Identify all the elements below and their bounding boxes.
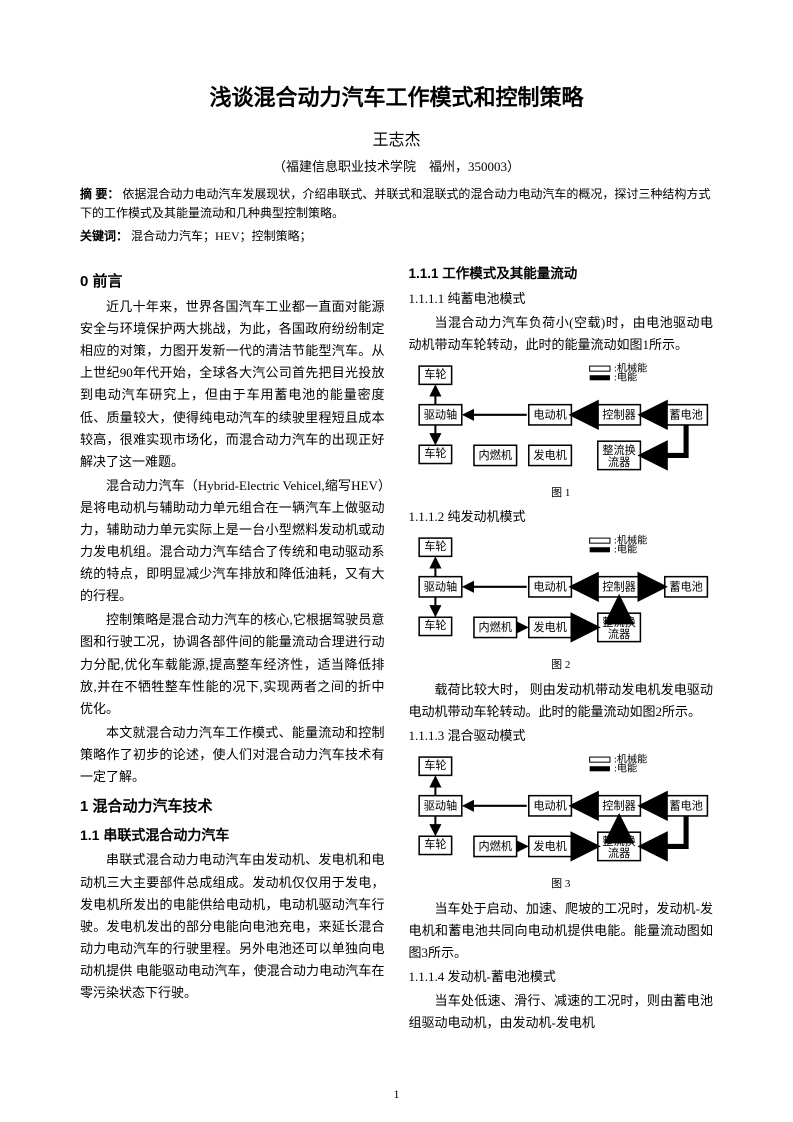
mode-4-label: 1.1.1.4 发动机-蓄电池模式 xyxy=(409,966,714,988)
paragraph: 当车处低速、滑行、减速的工况时，则由蓄电池组驱动电动机，由发动机-发电机 xyxy=(409,990,714,1034)
svg-text:控制器: 控制器 xyxy=(602,580,635,594)
section-1-1-num: 1.1 xyxy=(80,827,99,843)
section-1-1-1-title: 工作模式及其能量流动 xyxy=(442,266,577,281)
svg-text:驱动轴: 驱动轴 xyxy=(423,580,456,594)
figure-3-caption: 图 3 xyxy=(409,875,714,894)
svg-text:发电机: 发电机 xyxy=(533,448,566,462)
keywords-label: 关键词： xyxy=(80,229,128,243)
svg-text:整流换: 整流换 xyxy=(602,834,635,848)
svg-text:整流换: 整流换 xyxy=(602,443,635,457)
abstract-text: 依据混合动力电动汽车发展现状，介绍串联式、并联式和混联式的混合动力电动汽车的概况… xyxy=(80,187,710,220)
svg-text:车轮: 车轮 xyxy=(424,618,446,632)
keywords-text: 混合动力汽车；HEV；控制策略； xyxy=(131,229,312,243)
paragraph: 串联式混合动力电动汽车由发动机、发电机和电动机三大主要部件总成组成。发动机仅仅用… xyxy=(80,849,385,1004)
figure-2-caption: 图 2 xyxy=(409,656,714,675)
svg-text:车轮: 车轮 xyxy=(424,837,446,851)
svg-text:蓄电池: 蓄电池 xyxy=(669,408,702,421)
svg-text:蓄电池: 蓄电池 xyxy=(669,581,702,594)
section-1-1-1-num: 1.1.1 xyxy=(409,266,439,281)
svg-text:整流换: 整流换 xyxy=(602,615,635,629)
paragraph: 当混合动力汽车负荷小(空载)时，由电池驱动电动机带动车轮转动，此时的能量流动如图… xyxy=(409,312,714,356)
abstract-label: 摘 要： xyxy=(80,187,119,201)
svg-text:控制器: 控制器 xyxy=(602,799,635,813)
paragraph: 近几十年来，世界各国汽车工业都一直面对能源安全与环境保护两大挑战，为此，各国政府… xyxy=(80,296,385,473)
svg-text:流器: 流器 xyxy=(607,627,629,641)
svg-text:流器: 流器 xyxy=(607,455,629,469)
section-1-1-title: 串联式混合动力汽车 xyxy=(103,827,229,843)
figure-1-caption: 图 1 xyxy=(409,484,714,503)
right-column: 1.1.1 工作模式及其能量流动 1.1.1.1 纯蓄电池模式 当混合动力汽车负… xyxy=(409,263,714,1037)
page-title: 浅谈混合动力汽车工作模式和控制策略 xyxy=(80,80,713,112)
svg-text:蓄电池: 蓄电池 xyxy=(669,800,702,813)
section-1-title: 混合动力汽车技术 xyxy=(93,798,213,815)
two-column-layout: 0 前言 近几十年来，世界各国汽车工业都一直面对能源安全与环境保护两大挑战，为此… xyxy=(80,263,713,1037)
section-0-title: 前言 xyxy=(93,273,123,290)
paragraph: 混合动力汽车（Hybrid-Electric Vehicel,缩写HEV）是将电… xyxy=(80,475,385,608)
section-0-heading: 0 前言 xyxy=(80,269,385,295)
mode-1-label: 1.1.1.1 纯蓄电池模式 xyxy=(409,288,714,310)
left-column: 0 前言 近几十年来，世界各国汽车工业都一直面对能源安全与环境保护两大挑战，为此… xyxy=(80,263,385,1037)
abstract-row: 摘 要： 依据混合动力电动汽车发展现状，介绍串联式、并联式和混联式的混合动力电动… xyxy=(80,185,713,223)
svg-text::电能: :电能 xyxy=(614,762,637,775)
svg-text:驱动轴: 驱动轴 xyxy=(423,407,456,421)
mode-3-label: 1.1.1.3 混合驱动模式 xyxy=(409,725,714,747)
page-number: 1 xyxy=(0,1087,793,1102)
svg-text::电能: :电能 xyxy=(614,370,637,383)
paragraph: 当车处于启动、加速、爬坡的工况时，发动机-发电机和蓄电池共同向电动机提供电能。能… xyxy=(409,898,714,964)
svg-text:发电机: 发电机 xyxy=(533,620,566,634)
svg-text:车轮: 车轮 xyxy=(424,367,446,381)
svg-text:车轮: 车轮 xyxy=(424,539,446,553)
svg-text:内燃机: 内燃机 xyxy=(478,448,511,462)
figure-1: :机械能 :电能 车轮 驱动轴 电动机 控制器 蓄电池 车轮 内燃机 发电机 整… xyxy=(409,360,714,482)
paragraph: 控制策略是混合动力汽车的核心,它根据驾驶员意图和行驶工况，协调各部件间的能量流动… xyxy=(80,609,385,719)
svg-text:控制器: 控制器 xyxy=(602,407,635,421)
section-1-num: 1 xyxy=(80,798,88,815)
paragraph: 本文就混合动力汽车工作模式、能量流动和控制策略作了初步的论述，使人们对混合动力汽… xyxy=(80,722,385,788)
keywords-row: 关键词： 混合动力汽车；HEV；控制策略； xyxy=(80,227,713,246)
svg-text:发电机: 发电机 xyxy=(533,839,566,853)
section-1-heading: 1 混合动力汽车技术 xyxy=(80,794,385,820)
svg-text:内燃机: 内燃机 xyxy=(478,839,511,853)
author-name: 王志杰 xyxy=(80,126,713,150)
svg-text:驱动轴: 驱动轴 xyxy=(423,799,456,813)
svg-text::电能: :电能 xyxy=(614,543,637,556)
author-affiliation: （福建信息职业技术学院 福州，350003） xyxy=(80,156,713,175)
svg-text:电动机: 电动机 xyxy=(533,407,566,421)
svg-text:流器: 流器 xyxy=(607,846,629,860)
paragraph: 载荷比较大时， 则由发动机带动发电机发电驱动电动机带动车轮转动。此时的能量流动如… xyxy=(409,679,714,723)
svg-text:车轮: 车轮 xyxy=(424,758,446,772)
svg-text:车轮: 车轮 xyxy=(424,446,446,460)
mode-2-label: 1.1.1.2 纯发动机模式 xyxy=(409,506,714,528)
svg-text:电动机: 电动机 xyxy=(533,580,566,594)
svg-text:内燃机: 内燃机 xyxy=(478,620,511,634)
figure-3: :机械能 :电能 车轮 驱动轴 电动机 控制器 蓄电池 车轮 内燃机 发电机 整… xyxy=(409,751,714,873)
section-0-num: 0 xyxy=(80,273,88,290)
svg-text:电动机: 电动机 xyxy=(533,799,566,813)
section-1-1-1-heading: 1.1.1 工作模式及其能量流动 xyxy=(409,263,714,286)
section-1-1-heading: 1.1 串联式混合动力汽车 xyxy=(80,824,385,848)
figure-2: :机械能 :电能 车轮 驱动轴 电动机 控制器 蓄电池 车轮 内燃机 发电机 整… xyxy=(409,532,714,654)
